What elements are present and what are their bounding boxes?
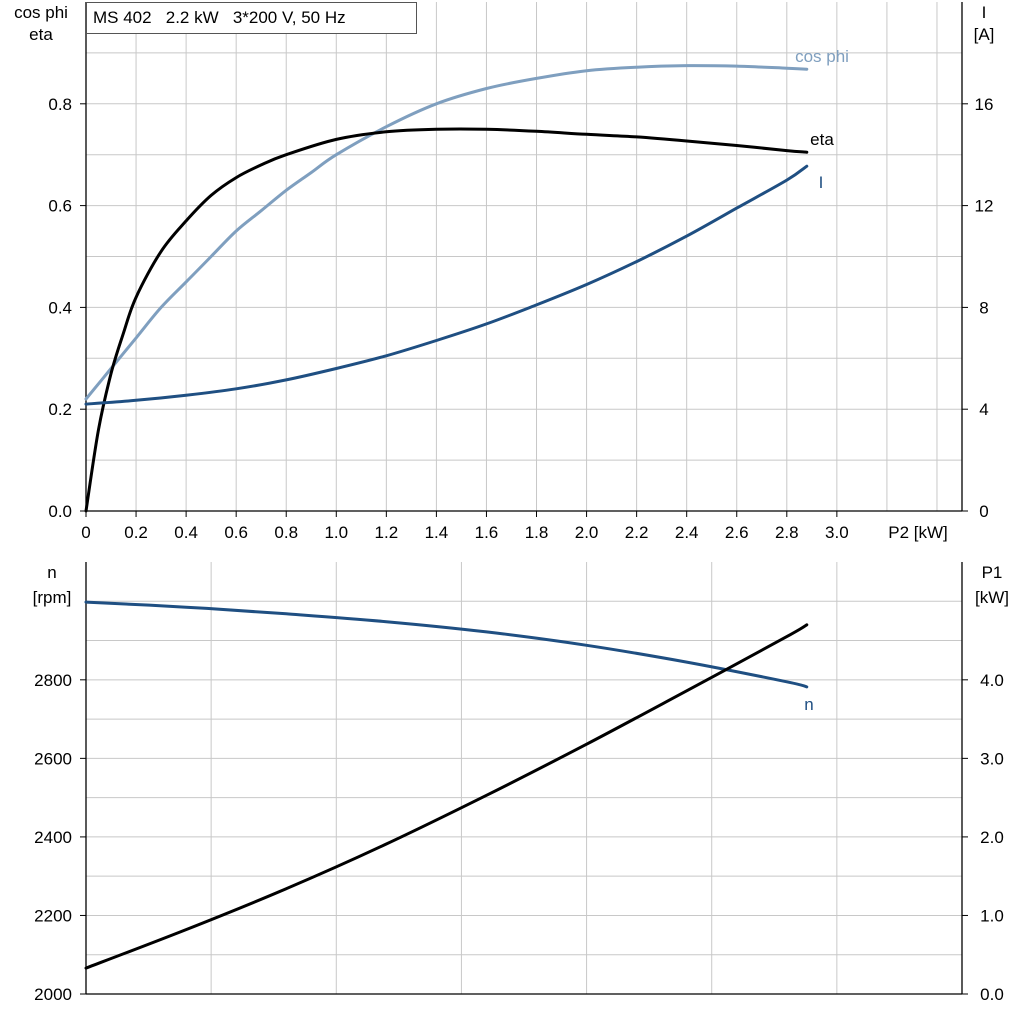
top-left-tick-label: 0.6 bbox=[48, 197, 72, 216]
top-x-tick-label: 1.0 bbox=[324, 523, 348, 542]
bottom-left-tick-label: 2600 bbox=[34, 749, 72, 768]
bottom-left-axis-label-line1: n bbox=[47, 563, 56, 582]
series-label-eta: eta bbox=[810, 130, 834, 149]
top-x-tick-label: 0.8 bbox=[274, 523, 298, 542]
series-eta-line bbox=[84, 127, 809, 513]
top-x-tick-label: 2.4 bbox=[675, 523, 699, 542]
top-x-tick-label: 2.6 bbox=[725, 523, 749, 542]
top-x-tick-label: 1.2 bbox=[375, 523, 399, 542]
top-right-tick-label: 16 bbox=[975, 95, 994, 114]
top-right-tick-label: 8 bbox=[979, 298, 988, 317]
top-x-tick-label: 3.0 bbox=[825, 523, 849, 542]
top-x-axis-label: P2 [kW] bbox=[888, 523, 948, 542]
series-label-cos-phi: cos phi bbox=[795, 47, 849, 66]
top-x-tick-label: 1.6 bbox=[475, 523, 499, 542]
top-left-axis-label-line1: cos phi bbox=[14, 3, 68, 22]
bottom-right-tick-label: 2.0 bbox=[980, 828, 1004, 847]
bottom-left-axis-label-line2: [rpm] bbox=[33, 588, 72, 607]
bottom-left-tick-label: 2200 bbox=[34, 906, 72, 925]
series-label-n: n bbox=[804, 695, 813, 714]
series-label-i: I bbox=[819, 173, 824, 192]
top-left-tick-label: 0.8 bbox=[48, 95, 72, 114]
top-right-tick-label: 12 bbox=[975, 197, 994, 216]
bottom-right-axis-label-line2: [kW] bbox=[975, 588, 1009, 607]
top-left-tick-label: 0.4 bbox=[48, 298, 72, 317]
top-x-tick-label: 2.0 bbox=[575, 523, 599, 542]
top-x-tick-label: 0.4 bbox=[174, 523, 198, 542]
bottom-right-axis-label-line1: P1 bbox=[982, 563, 1003, 582]
bottom-left-tick-label: 2800 bbox=[34, 671, 72, 690]
series-p1-line bbox=[84, 623, 809, 970]
bottom-right-tick-label: 4.0 bbox=[980, 671, 1004, 690]
bottom-right-tick-label: 3.0 bbox=[980, 749, 1004, 768]
top-left-axis-label-line2: eta bbox=[29, 25, 53, 44]
top-right-tick-label: 0 bbox=[979, 502, 988, 521]
bottom-right-tick-label: 0.0 bbox=[980, 985, 1004, 1004]
series-n-line bbox=[84, 600, 809, 689]
top-x-tick-label: 2.2 bbox=[625, 523, 649, 542]
bottom-right-tick-label: 1.0 bbox=[980, 906, 1004, 925]
chart-title: MS 402 2.2 kW 3*200 V, 50 Hz bbox=[93, 8, 346, 27]
top-right-tick-label: 4 bbox=[979, 400, 988, 419]
top-x-tick-label: 0 bbox=[81, 523, 90, 542]
top-x-tick-label: 0.6 bbox=[224, 523, 248, 542]
top-left-tick-label: 0.2 bbox=[48, 400, 72, 419]
bottom-left-tick-label: 2000 bbox=[34, 985, 72, 1004]
top-right-axis-label-line1: I bbox=[982, 3, 987, 22]
top-x-tick-label: 0.2 bbox=[124, 523, 148, 542]
bottom-left-tick-label: 2400 bbox=[34, 828, 72, 847]
top-x-tick-label: 1.4 bbox=[425, 523, 449, 542]
top-left-tick-label: 0.0 bbox=[48, 502, 72, 521]
top-x-tick-label: 2.8 bbox=[775, 523, 799, 542]
series-cos-phi-line bbox=[84, 64, 809, 401]
top-right-axis-label-line2: [A] bbox=[974, 25, 995, 44]
title-box bbox=[86, 2, 417, 34]
series-i-line bbox=[84, 164, 809, 406]
top-x-tick-label: 1.8 bbox=[525, 523, 549, 542]
